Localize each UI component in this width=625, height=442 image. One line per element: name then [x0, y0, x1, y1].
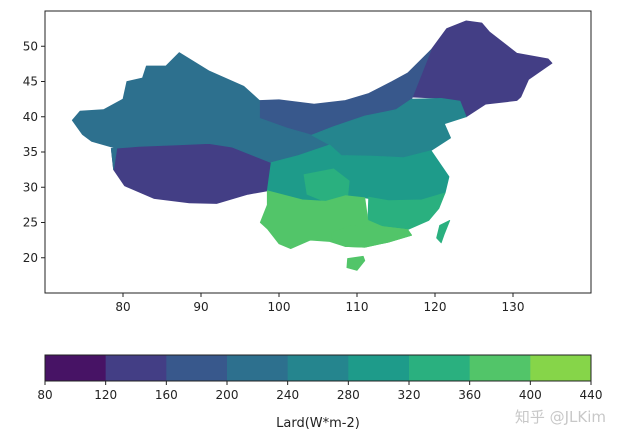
- colorbar-bin: [469, 355, 531, 381]
- x-tick-label: 110: [346, 300, 369, 314]
- y-tick-label: 45: [23, 75, 38, 89]
- colorbar-bin: [348, 355, 410, 381]
- y-tick-label: 50: [23, 39, 38, 53]
- colorbar-tick-label: 160: [155, 388, 178, 402]
- y-tick-label: 35: [23, 145, 38, 159]
- colorbar-bins: [45, 355, 592, 381]
- y-tick-label: 40: [23, 110, 38, 124]
- colorbar-tick-label: 80: [37, 388, 52, 402]
- colorbar-frame: [44, 354, 592, 382]
- x-tick-label: 130: [502, 300, 525, 314]
- colorbar-bin: [45, 355, 107, 381]
- map-axes: 80 90 100 110 120 130 20 25 30 35 40 45 50: [23, 10, 592, 314]
- colorbar-tick-label: 200: [216, 388, 239, 402]
- colorbar-bin: [530, 355, 592, 381]
- colorbar: 80 120 160 200 240 280 320 360 400 440 Lard(W*m-2…: [37, 354, 602, 431]
- y-tick-label: 20: [23, 251, 38, 265]
- colorbar-label: Lard(W*m-2): [276, 416, 360, 431]
- x-tick-label: 120: [424, 300, 447, 314]
- y-tick-label: 25: [23, 216, 38, 230]
- colorbar-bin: [409, 355, 471, 381]
- colorbar-tick-label: 400: [519, 388, 542, 402]
- colorbar-bin: [287, 355, 349, 381]
- colorbar-bin: [227, 355, 289, 381]
- map-region-taiwan: [436, 220, 451, 244]
- y-tick-label: 30: [23, 180, 38, 194]
- x-axis: 80 90 100 110 120 130: [115, 293, 524, 314]
- map-region-hainan: [346, 255, 366, 271]
- map-region-guangdong: [331, 224, 412, 248]
- x-tick-label: 80: [115, 300, 130, 314]
- colorbar-tick-label: 120: [94, 388, 117, 402]
- y-axis: 20 25 30 35 40 45 50: [23, 39, 45, 265]
- map-layer: [71, 20, 553, 271]
- map-region-northwest: [71, 52, 331, 170]
- colorbar-tick-label: 360: [458, 388, 481, 402]
- watermark: 知乎 @JLKim: [515, 408, 606, 426]
- colorbar-tick-label: 320: [398, 388, 421, 402]
- colorbar-tick-label: 280: [337, 388, 360, 402]
- colorbar-bin: [166, 355, 228, 381]
- colorbar-tick-label: 440: [580, 388, 603, 402]
- colorbar-bin: [105, 355, 167, 381]
- x-tick-label: 90: [193, 300, 208, 314]
- x-tick-label: 100: [268, 300, 291, 314]
- colorbar-ticks: 80 120 160 200 240 280 320 360 400 440: [37, 381, 602, 402]
- colorbar-tick-label: 240: [276, 388, 299, 402]
